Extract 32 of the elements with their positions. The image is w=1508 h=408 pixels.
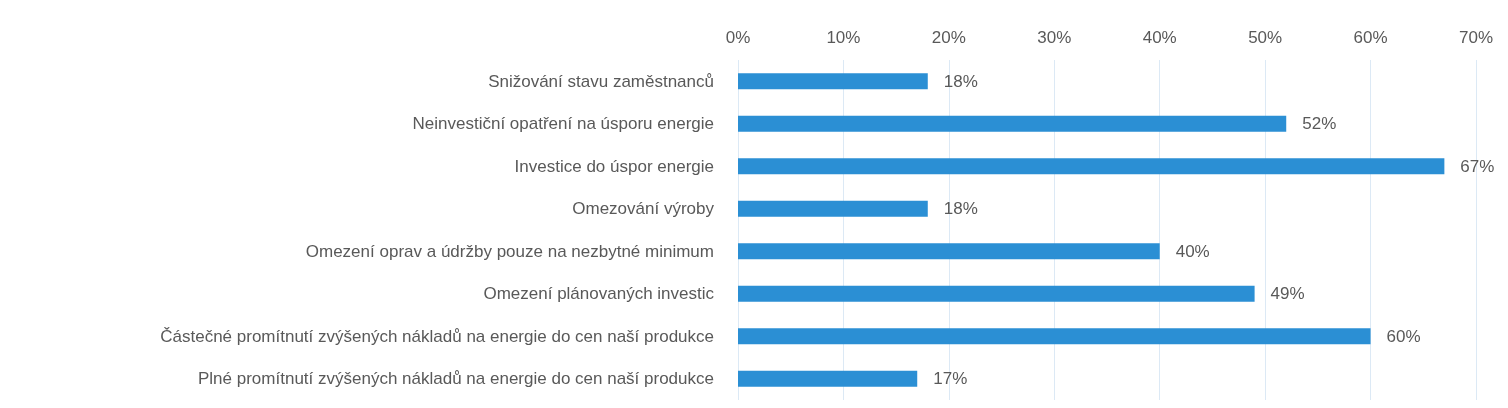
x-tick-label: 0% <box>725 28 751 47</box>
data-label: 49% <box>1270 284 1305 304</box>
bar <box>738 115 1287 132</box>
y-tick-label: Omezování výroby <box>572 199 715 219</box>
data-label: 17% <box>933 369 968 389</box>
data-label: 18% <box>943 71 978 91</box>
bar <box>738 285 1255 302</box>
x-tick-label: 10% <box>826 28 861 47</box>
data-label: 18% <box>943 199 978 219</box>
y-tick-label: Plné promítnutí zvýšených nákladů na energie do cen naší produkce <box>198 369 714 389</box>
y-tick-label: Omezení plánovaných investic <box>483 284 715 304</box>
y-tick-label: Neinvestiční opatření na úsporu energie <box>412 114 714 134</box>
x-tick-label: 40% <box>1142 28 1177 47</box>
bar <box>738 370 918 387</box>
x-tick-label: 60% <box>1353 28 1388 47</box>
data-label: 60% <box>1386 326 1421 346</box>
y-tick-label: Částečné promítnutí zvýšených nákladů na energie do cen naší produkce <box>160 326 714 346</box>
x-tick-label: 20% <box>931 28 966 47</box>
y-tick-label: Investice do úspor energie <box>514 156 714 176</box>
bar <box>738 158 1445 175</box>
bar <box>738 200 928 217</box>
x-tick-label: 30% <box>1037 28 1072 47</box>
x-tick-label: 50% <box>1248 28 1283 47</box>
y-tick-label: Omezení oprav a údržby pouze na nezbytné minimum <box>305 241 714 261</box>
data-label: 52% <box>1302 114 1337 134</box>
data-label: 67% <box>1460 156 1495 176</box>
bar <box>738 73 928 90</box>
x-tick-label: 70% <box>1458 28 1494 47</box>
data-label: 40% <box>1175 241 1210 261</box>
bar <box>738 243 1160 260</box>
y-tick-label: Snižování stavu zaměstnanců <box>488 71 714 91</box>
bar <box>738 328 1371 345</box>
